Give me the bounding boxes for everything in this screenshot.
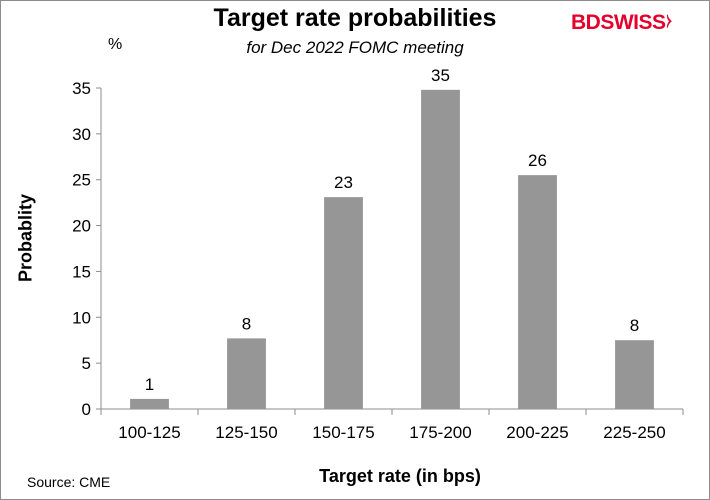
data-label: 35 — [431, 66, 450, 85]
bar — [227, 338, 266, 409]
logo-text-swiss: SWISS — [600, 11, 666, 34]
bar — [615, 340, 654, 409]
bar — [130, 398, 169, 409]
y-tick-label: 25 — [72, 171, 91, 190]
logo-text-bd: BD — [571, 11, 601, 34]
y-unit-label: % — [108, 36, 123, 53]
data-label: 8 — [242, 314, 251, 333]
y-tick-label: 0 — [82, 400, 91, 419]
chart-title: Target rate probabilities — [213, 4, 497, 32]
source-note: Source: CME — [27, 474, 111, 490]
y-tick-label: 35 — [72, 79, 91, 98]
y-tick-label: 15 — [72, 262, 91, 281]
x-tick-label: 175-200 — [409, 423, 471, 442]
x-tick-label: 225-250 — [603, 423, 665, 442]
logo-mark-icon: ⧽ — [666, 12, 672, 29]
y-tick-label: 30 — [72, 125, 91, 144]
y-tick-label: 5 — [82, 354, 91, 373]
x-tick-label: 200-225 — [506, 423, 568, 442]
bdswiss-logo: BDSWISS⧽ — [571, 11, 672, 35]
chart-subtitle: for Dec 2022 FOMC meeting — [246, 38, 464, 57]
x-axis-label: Target rate (in bps) — [319, 466, 481, 486]
data-label: 26 — [528, 151, 547, 170]
data-label: 1 — [145, 375, 154, 394]
data-label: 8 — [630, 316, 639, 335]
data-label: 23 — [334, 173, 353, 192]
x-tick-label: 100-125 — [118, 423, 180, 442]
y-tick-label: 10 — [72, 308, 91, 327]
bar — [324, 197, 363, 409]
x-tick-label: 125-150 — [215, 423, 277, 442]
bar — [421, 89, 460, 409]
bar — [518, 175, 557, 409]
y-tick-label: 20 — [72, 217, 91, 236]
x-tick-label: 150-175 — [312, 423, 374, 442]
